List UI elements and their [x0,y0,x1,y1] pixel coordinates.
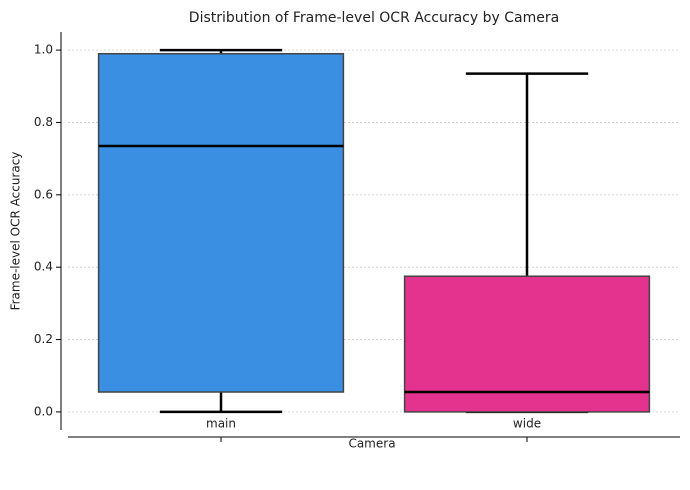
y-tick-label: 0.4 [34,260,53,274]
y-tick-label: 0.6 [34,187,53,201]
y-tick-label: 0.2 [34,332,53,346]
y-axis-label: Frame-level OCR Accuracy [9,152,23,311]
chart-title: Distribution of Frame-level OCR Accuracy… [189,10,559,26]
y-tick-label: 0.8 [34,115,53,129]
x-tick-label: wide [513,417,541,431]
x-axis-label: Camera [348,437,395,451]
y-tick-label: 1.0 [34,43,53,57]
box [403,275,651,413]
x-tick-label: main [206,417,236,431]
box [97,52,345,393]
y-tick-label: 0.0 [34,404,53,418]
